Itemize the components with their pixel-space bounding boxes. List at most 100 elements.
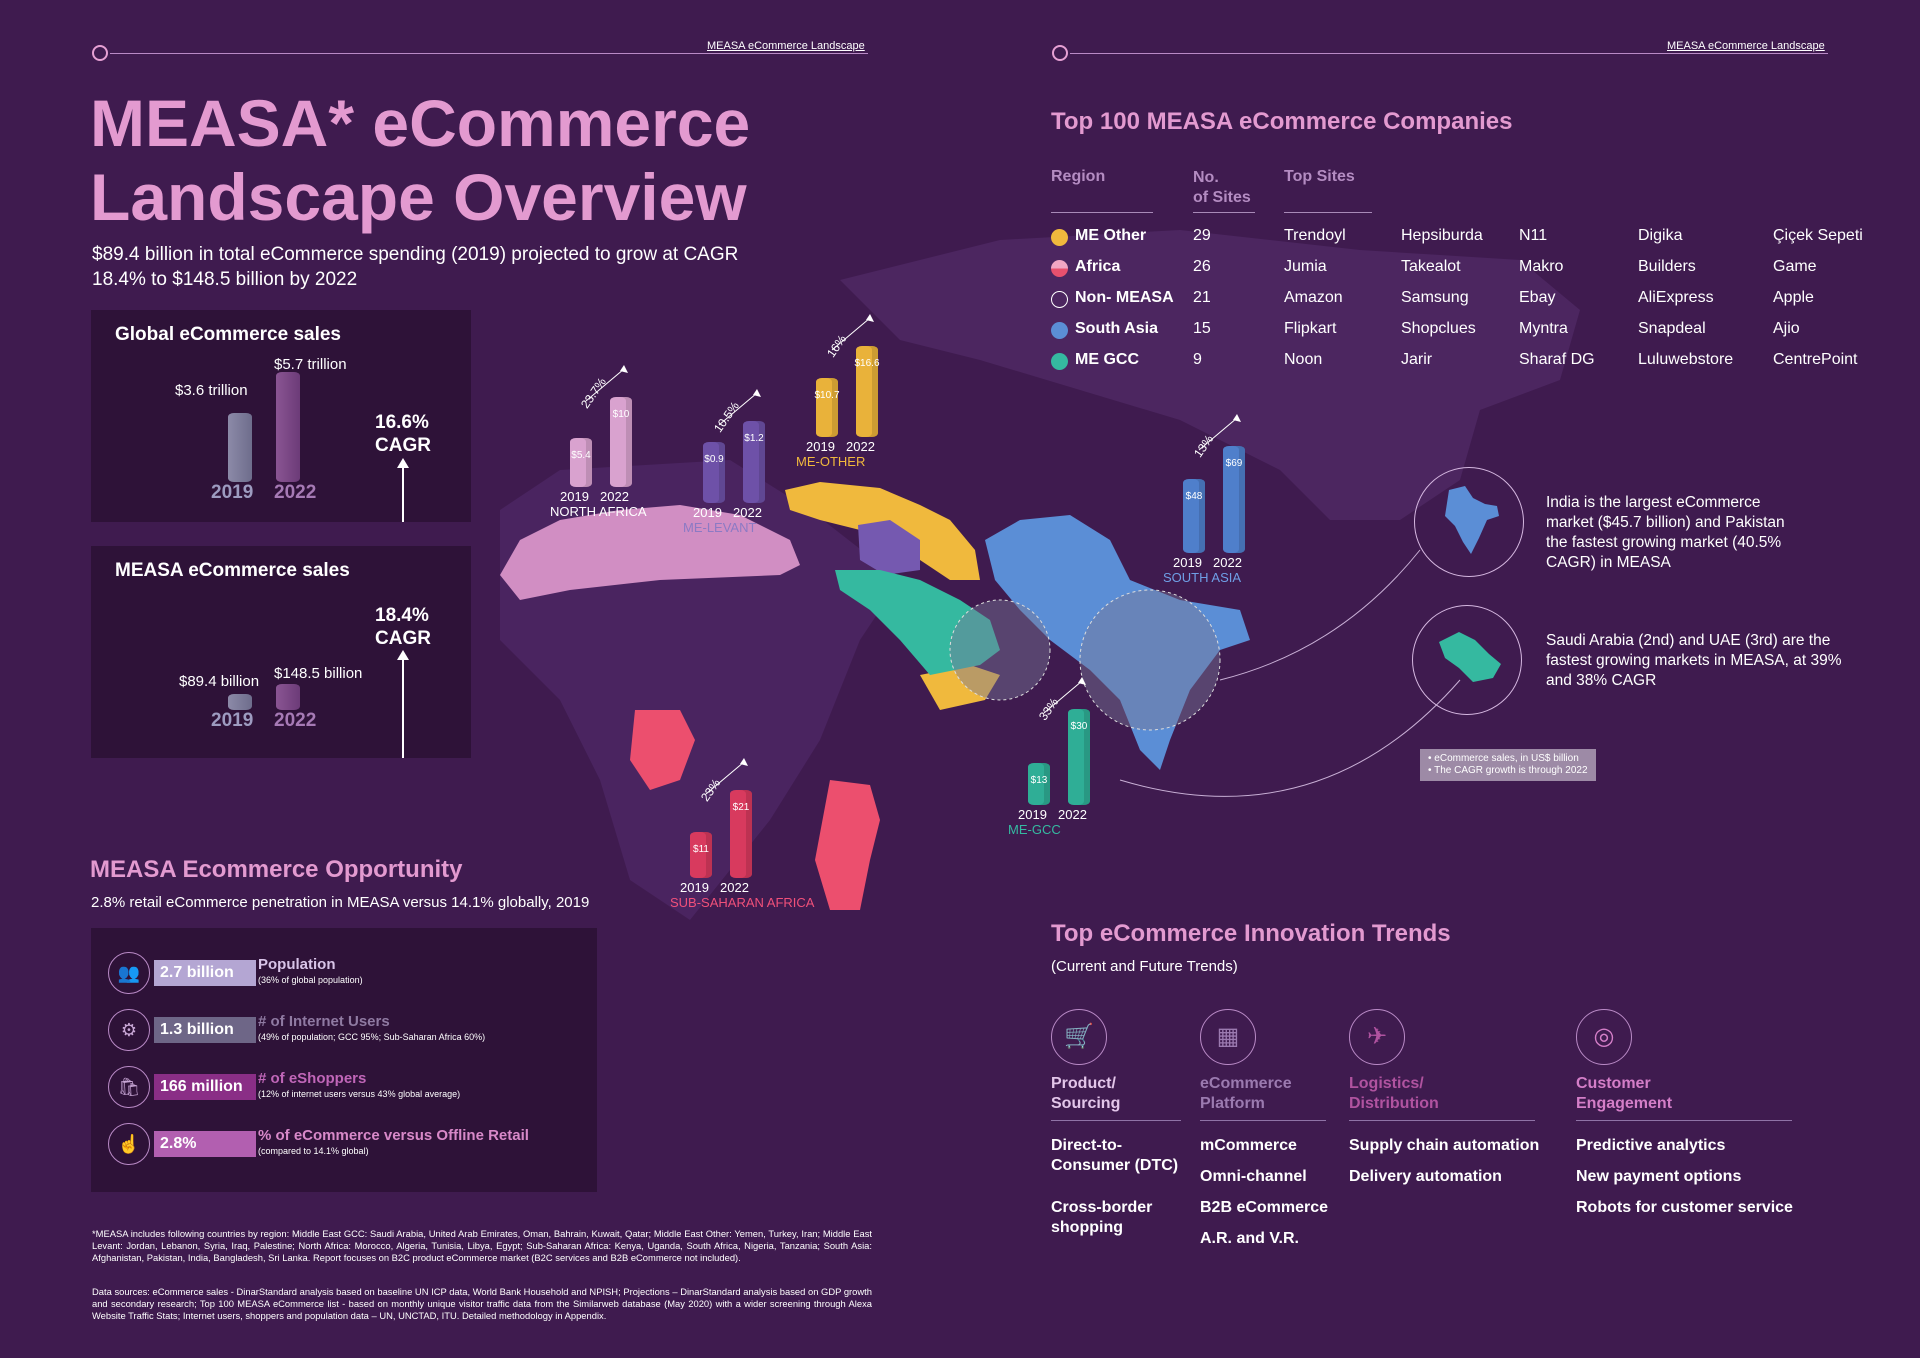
opportunity-value: 166 million (154, 1074, 256, 1100)
map-region-label: ME-OTHER (796, 454, 866, 469)
map-value-2019: $13 (1030, 775, 1048, 787)
top-site: Ajio (1773, 320, 1800, 337)
trend-rule (1051, 1120, 1181, 1121)
measa-2022-label: $148.5 billion (274, 665, 363, 682)
map-growth-arrow (1198, 414, 1241, 451)
map-value-2022: $1.2 (744, 433, 764, 445)
map-bar-2019 (690, 831, 712, 878)
globe-icon: ⚙ (108, 1009, 150, 1051)
site-count: 21 (1193, 289, 1211, 306)
map-region-label: ME-LEVANT (683, 520, 757, 535)
map-connector-1 (1219, 549, 1421, 681)
saudi-callout-circle (1412, 605, 1522, 715)
global-2022-label: $5.7 trillion (274, 356, 347, 373)
global-2019-label: $3.6 trillion (175, 382, 248, 399)
header-logo-right (1052, 45, 1068, 61)
trend-item: Direct-to-Consumer (DTC) (1051, 1137, 1179, 1174)
global-year-2022: 2022 (274, 482, 317, 503)
top-site: Myntra (1519, 320, 1568, 337)
opportunity-label: % of eCommerce versus Offline Retail (258, 1127, 529, 1144)
measa-sales-panel: MEASA eCommerce sales $89.4 billion $148… (91, 546, 471, 758)
measa-2019-label: $89.4 billion (179, 673, 260, 690)
world-map (500, 230, 1580, 920)
map-gcc-highlight (949, 599, 1051, 701)
top-site: Ebay (1519, 289, 1556, 306)
top-site: CentrePoint (1773, 351, 1858, 368)
map-value-2022: $69 (1225, 458, 1243, 470)
map-note-2: • The CAGR growth is through 2022 (1428, 765, 1588, 776)
map-yemen (920, 665, 1000, 710)
trend-rule (1200, 1120, 1326, 1121)
map-value-2022: $10 (612, 409, 630, 420)
header-label-left: MEASA eCommerce Landscape (707, 40, 865, 52)
map-year-2019: 2019 (560, 489, 589, 504)
map-me-gcc (835, 570, 1000, 675)
map-year-2022: 2022 (720, 880, 749, 895)
page-title: MEASA* eCommerce Landscape Overview (90, 86, 751, 234)
opportunity-note: (12% of internet users versus 43% global… (258, 1089, 461, 1099)
global-cagr: 16.6% CAGR (375, 412, 431, 456)
region-name: Non- MEASA (1075, 289, 1174, 306)
map-growth-arrow (1043, 677, 1086, 714)
map-region-label: ME-GCC (1008, 822, 1061, 837)
top-site: N11 (1519, 227, 1548, 244)
trend-item: Delivery automation (1349, 1168, 1502, 1185)
map-bar-2022 (1223, 446, 1245, 553)
map-region-label: SOUTH ASIA (1163, 570, 1242, 585)
footnote-countries: *MEASA includes following countries by r… (92, 1228, 872, 1263)
top-site: Sharaf DG (1519, 351, 1595, 368)
top-site: Jumia (1284, 258, 1327, 275)
map-growth-arrow (831, 313, 874, 351)
map-year-2019: 2019 (680, 880, 709, 895)
top-site: Digika (1638, 227, 1683, 244)
map-background-land (840, 230, 1580, 520)
hand-icon: ☝ (108, 1123, 150, 1165)
col-sites-header: No. of Sites (1193, 169, 1251, 206)
map-bar-2022 (610, 397, 632, 487)
region-name: ME GCC (1075, 351, 1139, 368)
opportunity-value: 1.3 billion (154, 1017, 256, 1043)
map-year-2019: 2019 (806, 439, 835, 454)
site-count: 15 (1193, 320, 1211, 337)
opportunity-label: # of Internet Users (258, 1013, 390, 1030)
map-growth-arrow (705, 757, 748, 795)
page-subtitle: $89.4 billion in total eCommerce spendin… (92, 244, 739, 290)
map-year-2019: 2019 (1173, 555, 1202, 570)
site-count: 29 (1193, 227, 1211, 244)
col-region-rule (1051, 212, 1153, 213)
map-year-2019: 2019 (1018, 807, 1047, 822)
opportunity-note: (36% of global population) (258, 975, 363, 985)
tablet-icon: ▦ (1200, 1009, 1256, 1065)
map-bar-2019 (1028, 763, 1050, 805)
top-site: Amazon (1284, 289, 1343, 306)
region-name: South Asia (1075, 320, 1158, 337)
map-value-2022: $21 (732, 801, 750, 813)
map-south-asia (985, 515, 1250, 770)
trend-heading: Logistics/Distribution (1349, 1075, 1439, 1112)
trends-subtitle: (Current and Future Trends) (1051, 958, 1238, 975)
map-bar-2022 (730, 789, 752, 878)
header-logo-left (92, 45, 108, 61)
opportunity-note: (compared to 14.1% global) (258, 1146, 369, 1156)
measa-cagr-arrow (397, 650, 409, 758)
map-me-levant (858, 520, 920, 575)
saudi-map-icon (1439, 632, 1501, 682)
trend-item: Predictive analytics (1576, 1137, 1726, 1154)
opportunity-note: (49% of population; GCC 95%; Sub-Saharan… (258, 1032, 486, 1042)
region-dot (1051, 291, 1068, 308)
measa-bar-2019 (228, 694, 252, 710)
trend-item: Cross-border shopping (1051, 1199, 1153, 1236)
trend-item: Robots for customer service (1576, 1199, 1793, 1216)
map-value-2019: $48 (1185, 490, 1203, 502)
measa-bar-2022 (276, 684, 300, 710)
global-bar-2019 (228, 412, 252, 482)
map-year-2022: 2022 (846, 439, 875, 454)
top100-title: Top 100 MEASA eCommerce Companies (1051, 108, 1513, 135)
trend-heading: Customer Engagement (1576, 1075, 1673, 1112)
trend-item: mCommerce (1200, 1137, 1297, 1154)
top-site: AliExpress (1638, 289, 1714, 306)
opportunity-title: MEASA Ecommerce Opportunity (90, 856, 463, 883)
trends-title: Top eCommerce Innovation Trends (1051, 920, 1451, 947)
measa-sales-title: MEASA eCommerce sales (115, 560, 350, 581)
opportunity-subtitle: 2.8% retail eCommerce penetration in MEA… (91, 894, 590, 911)
